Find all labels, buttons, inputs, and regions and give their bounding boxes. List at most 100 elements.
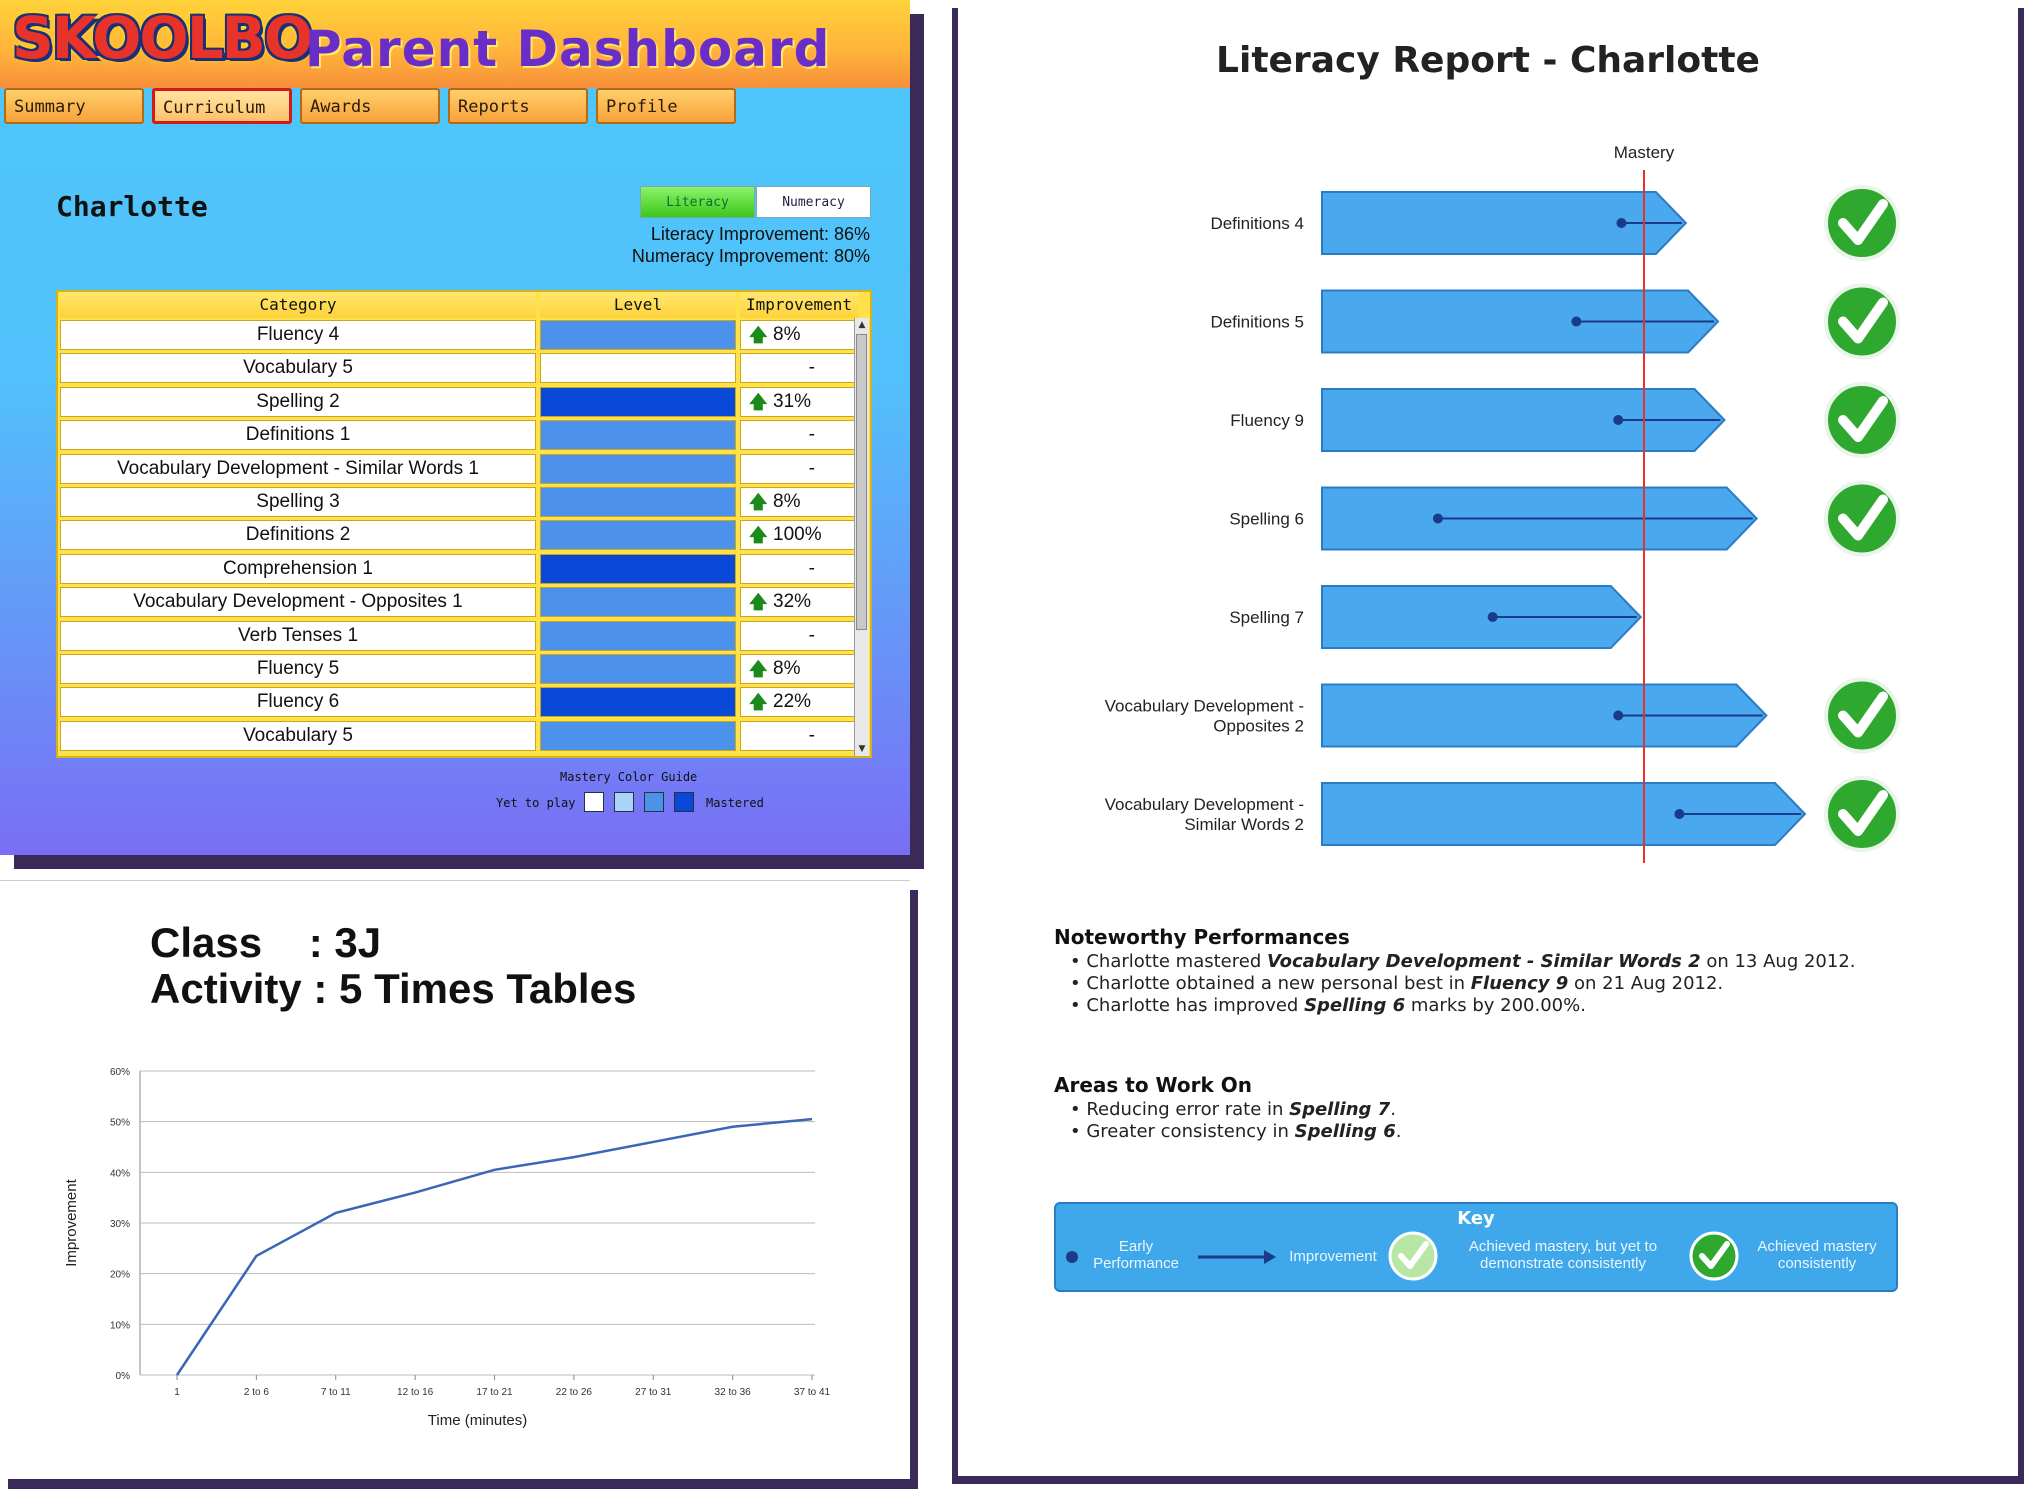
skill-progress-bar bbox=[1321, 782, 1807, 846]
improvement-cell: 🡅 100% bbox=[740, 520, 858, 551]
table-row[interactable]: Vocabulary 5 - bbox=[60, 353, 860, 384]
column-header-level[interactable]: Level bbox=[540, 292, 736, 318]
y-tick-label: 10% bbox=[110, 1320, 130, 1331]
level-cell bbox=[540, 620, 736, 651]
category-cell: Comprehension 1 bbox=[60, 553, 536, 584]
level-cell bbox=[540, 587, 736, 618]
bullet-text: Charlotte mastered bbox=[1086, 951, 1267, 972]
table-row[interactable]: Definitions 2 🡅 100% bbox=[60, 520, 860, 551]
level-cell bbox=[540, 687, 736, 718]
bullet-text: Charlotte obtained a new personal best i… bbox=[1086, 973, 1471, 994]
tab-reports[interactable]: Reports bbox=[448, 88, 588, 124]
check-solid-icon bbox=[1689, 1231, 1739, 1281]
table-row[interactable]: Comprehension 1 - bbox=[60, 553, 860, 584]
tab-profile[interactable]: Profile bbox=[596, 88, 736, 124]
column-header-improvement[interactable]: Improvement bbox=[740, 292, 858, 318]
table-row[interactable]: Vocabulary 5 - bbox=[60, 720, 860, 751]
improvement-cell: - bbox=[740, 620, 858, 651]
improvement-value: 22% bbox=[773, 691, 812, 713]
up-arrow-icon: 🡅 bbox=[749, 659, 768, 679]
improvement-value: - bbox=[808, 424, 815, 446]
dashboard-header: SKOOLBO Parent Dashboard bbox=[0, 0, 910, 88]
scroll-up-arrow-icon[interactable]: ▲ bbox=[858, 320, 866, 330]
bullet-text: Reducing error rate in bbox=[1086, 1099, 1290, 1120]
tab-awards[interactable]: Awards bbox=[300, 88, 440, 124]
report-bullet: • Charlotte has improved Spelling 6 mark… bbox=[1070, 995, 1586, 1016]
improvement-value: - bbox=[808, 624, 815, 646]
improvement-value: 8% bbox=[773, 324, 801, 345]
skill-label: Spelling 6 bbox=[1229, 510, 1304, 529]
x-tick-label: 32 to 36 bbox=[715, 1387, 752, 1398]
literacy-report-panel: Literacy Report - Charlotte Mastery Defin… bbox=[958, 0, 2018, 1476]
category-cell: Fluency 4 bbox=[60, 320, 536, 350]
early-performance-dot bbox=[1487, 612, 1498, 622]
improvement-series-line bbox=[175, 1117, 813, 1376]
numeracy-toggle-button[interactable]: Numeracy bbox=[756, 186, 871, 218]
bullet-text: . bbox=[1395, 1121, 1402, 1142]
category-cell: Fluency 5 bbox=[60, 654, 536, 684]
level-cell bbox=[540, 353, 736, 384]
column-header-category[interactable]: Category bbox=[60, 292, 536, 318]
bullet-text: Greater consistency in bbox=[1086, 1121, 1295, 1142]
highlighted-skill: Spelling 6 bbox=[1304, 995, 1406, 1016]
skoolbo-logo[interactable]: SKOOLBO bbox=[12, 4, 313, 72]
improvement-cell: 🡅 31% bbox=[740, 386, 858, 417]
table-row[interactable]: Fluency 4 🡅 8% bbox=[60, 320, 860, 350]
y-axis-label: Improvement bbox=[63, 1178, 80, 1266]
early-dot-icon bbox=[1066, 1251, 1078, 1263]
table-row[interactable]: Verb Tenses 1 - bbox=[60, 620, 860, 651]
level-cell bbox=[540, 520, 736, 551]
improvement-cell: 🡅 8% bbox=[740, 654, 858, 684]
early-performance-dot bbox=[1616, 218, 1627, 228]
up-arrow-icon: 🡅 bbox=[749, 692, 768, 713]
table-row[interactable]: Spelling 2 🡅 31% bbox=[60, 386, 860, 417]
highlighted-skill: Spelling 6 bbox=[1294, 1121, 1396, 1142]
up-arrow-icon: 🡅 bbox=[749, 592, 768, 613]
table-row[interactable]: Definitions 1 - bbox=[60, 420, 860, 451]
key-graphics bbox=[1066, 1231, 1739, 1281]
improvement-cell: 🡅 32% bbox=[740, 587, 858, 618]
mastery-swatch-2 bbox=[614, 792, 634, 812]
category-cell: Definitions 2 bbox=[60, 520, 536, 551]
table-row[interactable]: Fluency 5 🡅 8% bbox=[60, 654, 860, 684]
category-cell: Vocabulary Development - Similar Words 1 bbox=[60, 453, 536, 484]
improvement-line-chart: 0% 10% 20% 30% 40% 50% 60% 1 2 to 6 7 to 11 12 to … bbox=[63, 1067, 831, 1429]
literacy-improvement: Literacy Improvement: 86% bbox=[650, 224, 870, 244]
category-cell: Vocabulary 5 bbox=[60, 720, 536, 751]
level-cell bbox=[540, 386, 736, 417]
improvement-cell: 🡅 8% bbox=[740, 487, 858, 517]
skill-progress-bar bbox=[1321, 191, 1688, 255]
report-bullet: • Greater consistency in Spelling 6. bbox=[1070, 1121, 1401, 1142]
x-tick-label: 2 to 6 bbox=[244, 1387, 269, 1398]
improvement-cell: - bbox=[740, 553, 858, 584]
table-scrollbar[interactable]: ▲ ▼ bbox=[854, 318, 869, 756]
tab-curriculum[interactable]: Curriculum bbox=[152, 88, 292, 124]
scrollbar-thumb[interactable] bbox=[856, 334, 867, 630]
level-cell bbox=[540, 720, 736, 751]
table-row[interactable]: Fluency 6 🡅 22% bbox=[60, 687, 860, 718]
skill-row: Spelling 6 bbox=[1229, 480, 1900, 557]
category-cell: Verb Tenses 1 bbox=[60, 620, 536, 651]
y-tick-label: 60% bbox=[110, 1067, 130, 1078]
table-row[interactable]: Vocabulary Development - Opposites 1 🡅 32% bbox=[60, 587, 860, 618]
improvement-arrowhead-icon bbox=[1264, 1250, 1276, 1264]
skill-label: Opposites 2 bbox=[1213, 717, 1304, 736]
highlighted-skill: Vocabulary Development - Similar Words 2 bbox=[1266, 951, 1701, 972]
category-cell: Spelling 3 bbox=[60, 487, 536, 517]
report-title: Literacy Report - Charlotte bbox=[1216, 40, 1760, 81]
tab-summary[interactable]: Summary bbox=[4, 88, 144, 124]
mastery-label: Mastery bbox=[1614, 143, 1675, 162]
table-row[interactable]: Vocabulary Development - Similar Words 1… bbox=[60, 453, 860, 484]
y-tick-label: 40% bbox=[110, 1168, 130, 1179]
table-row[interactable]: Spelling 3 🡅 8% bbox=[60, 487, 860, 517]
bullet-text: Charlotte has improved bbox=[1086, 995, 1305, 1016]
report-bullet: • Charlotte obtained a new personal best… bbox=[1070, 973, 1723, 994]
scroll-down-arrow-icon[interactable]: ▼ bbox=[858, 744, 866, 754]
key-improvement-label: Improvement bbox=[1289, 1248, 1377, 1265]
literacy-toggle-button[interactable]: Literacy bbox=[640, 186, 755, 218]
skill-progress-bar bbox=[1321, 289, 1720, 354]
report-bullet: • Reducing error rate in Spelling 7. bbox=[1070, 1099, 1396, 1120]
level-cell bbox=[540, 654, 736, 684]
parent-dashboard-panel: SKOOLBO Parent Dashboard Summary Curricu… bbox=[0, 0, 910, 855]
report-bullet: • Charlotte mastered Vocabulary Developm… bbox=[1070, 951, 1856, 972]
